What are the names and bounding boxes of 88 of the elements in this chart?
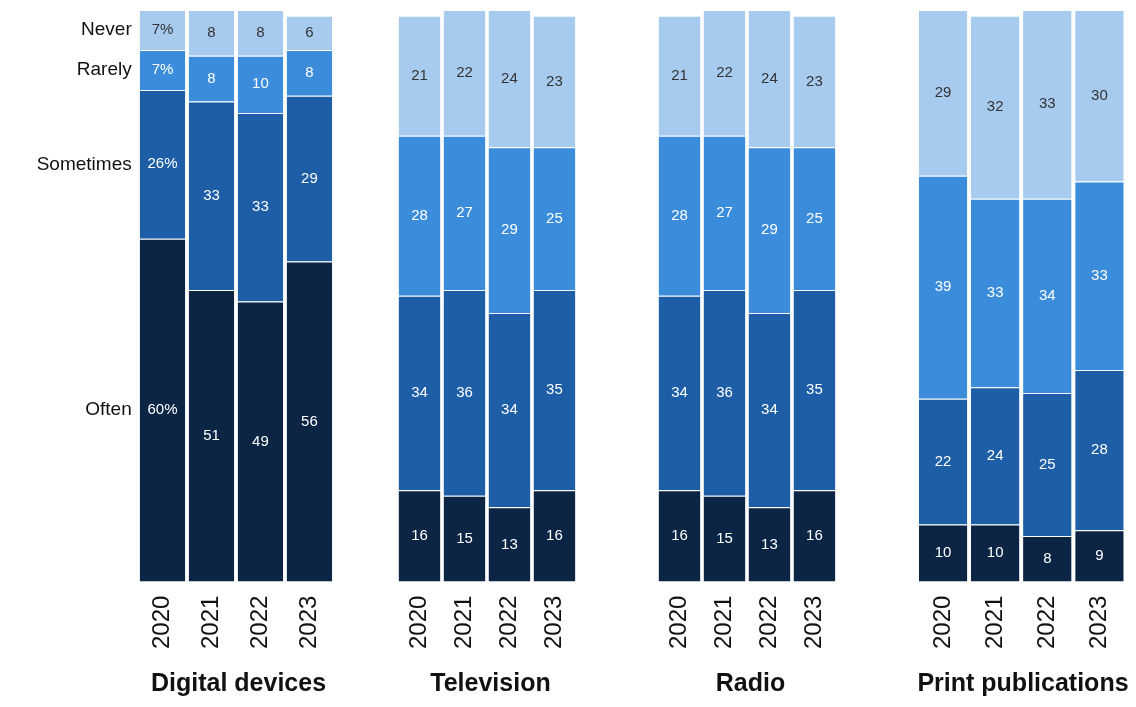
data-label: 34 (411, 383, 428, 401)
data-label: 49 (252, 431, 269, 449)
data-label: 23 (546, 71, 563, 89)
data-label: 25 (546, 208, 563, 226)
data-label: 29 (761, 220, 778, 238)
x-tick-label: 2020 (404, 595, 432, 649)
x-tick-label: 2020 (147, 595, 175, 649)
data-label: 36 (456, 383, 473, 401)
x-tick-label: 2021 (196, 595, 224, 649)
data-label: 33 (252, 197, 269, 215)
data-label: 25 (806, 208, 823, 226)
x-tick-label: 2023 (799, 595, 827, 649)
data-label: 22 (934, 451, 952, 469)
data-label: 39 (934, 277, 952, 295)
data-label: 32 (986, 97, 1004, 115)
series-label: Never (81, 18, 133, 40)
data-label: 7% (151, 20, 174, 38)
text: Radio (715, 667, 786, 696)
data-label: 29 (301, 168, 318, 186)
data-label: 34 (1038, 285, 1056, 303)
x-tick-label: 2023 (1084, 595, 1112, 649)
data-label: 15 (716, 528, 733, 546)
x-tick-label: 2022 (494, 595, 522, 649)
data-label: 33 (1091, 265, 1108, 283)
data-label: 16 (671, 526, 688, 544)
data-label: 30 (1091, 85, 1108, 103)
x-tick-label: 2022 (1031, 595, 1059, 649)
data-label: 13 (501, 534, 518, 552)
data-label: 28 (1091, 440, 1108, 458)
data-label: 10 (252, 74, 269, 92)
data-label: 24 (761, 68, 778, 86)
data-label: 51 (203, 425, 220, 443)
data-label: 21 (411, 65, 428, 83)
x-tick-label: 2020 (927, 595, 955, 649)
data-label: 8 (207, 23, 216, 41)
x-tick-label: 2022 (754, 595, 782, 649)
x-tick-label: 2023 (539, 595, 567, 649)
series-label: Sometimes (36, 152, 132, 174)
x-tick-label: 2021 (709, 595, 737, 649)
data-label: 10 (986, 543, 1004, 561)
data-label: 6 (305, 23, 314, 41)
data-label: 28 (671, 205, 688, 223)
data-label: 22 (456, 63, 473, 81)
data-label: 8 (207, 68, 216, 86)
data-label: 33 (203, 185, 220, 203)
x-tick-label: 2022 (245, 595, 273, 649)
data-label: 34 (501, 400, 518, 418)
data-label: 34 (671, 383, 688, 401)
data-label: 24 (501, 68, 518, 86)
series-label: Rarely (76, 58, 133, 80)
data-label: 7% (151, 60, 174, 78)
x-tick-label: 2020 (664, 595, 692, 649)
data-label: 36 (716, 383, 733, 401)
data-label: 26% (147, 154, 178, 172)
data-label: 24 (986, 446, 1004, 463)
data-label: 16 (411, 526, 428, 544)
data-label: 60% (147, 400, 178, 418)
data-label: 13 (761, 534, 778, 552)
data-label: 29 (501, 220, 518, 238)
x-tick-label: 2023 (294, 595, 322, 649)
data-label: 33 (1038, 94, 1056, 112)
data-label: 23 (806, 71, 823, 89)
data-label: 8 (305, 63, 314, 81)
data-label: 9 (1095, 546, 1104, 564)
data-label: 33 (986, 283, 1004, 301)
data-label: 8 (1043, 548, 1052, 566)
data-label: 10 (934, 543, 952, 561)
data-label: 29 (934, 83, 952, 101)
data-label: 27 (716, 203, 733, 221)
data-label: 28 (411, 205, 428, 223)
x-tick-label: 2021 (979, 595, 1007, 649)
data-label: 16 (806, 526, 823, 544)
data-label: 25 (1038, 454, 1056, 472)
data-label: 27 (456, 203, 473, 221)
data-label: 35 (546, 380, 563, 398)
data-label: 15 (456, 528, 473, 546)
data-label: 8 (256, 23, 265, 41)
series-label: Often (85, 398, 132, 420)
x-tick-label: 2021 (449, 595, 477, 649)
text: Television (430, 667, 551, 696)
data-label: 22 (716, 63, 733, 81)
data-label: 16 (546, 526, 563, 544)
text: Digital devices (150, 667, 327, 696)
data-label: 56 (301, 411, 318, 429)
data-label: 21 (671, 65, 688, 83)
data-label: 35 (806, 380, 823, 398)
text: Print publications (917, 667, 1129, 696)
data-label: 34 (761, 400, 778, 418)
